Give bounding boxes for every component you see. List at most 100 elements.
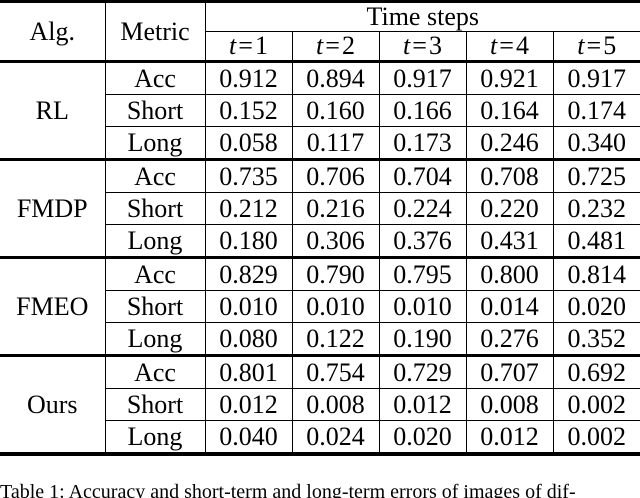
value-cell: 0.008	[465, 388, 553, 421]
value-cell: 0.232	[552, 192, 640, 225]
timestep-header-t5: t=5	[552, 31, 640, 63]
value-cell: 0.706	[291, 159, 379, 193]
table-row: Short 0.152 0.160 0.166 0.164 0.174	[0, 94, 640, 127]
alg-cell-fmeo: FMEO	[0, 257, 105, 357]
timestep-number: 3	[428, 31, 442, 60]
t-symbol: t	[577, 31, 585, 60]
time-steps-group-header: Time steps	[204, 0, 640, 32]
value-cell: 0.801	[204, 355, 292, 389]
value-cell: 0.220	[465, 192, 553, 225]
value-cell: 0.814	[552, 257, 640, 291]
timestep-header-t4: t=4	[465, 31, 553, 63]
value-cell: 0.173	[378, 126, 466, 161]
value-cell: 0.020	[378, 420, 466, 456]
value-cell: 0.692	[552, 355, 640, 389]
value-cell: 0.376	[378, 224, 466, 259]
value-cell: 0.012	[204, 388, 292, 421]
value-cell: 0.306	[291, 224, 379, 259]
metric-cell: Long	[104, 224, 205, 259]
metric-cell: Long	[104, 322, 205, 357]
value-cell: 0.117	[291, 126, 379, 161]
table-row: RL Acc 0.912 0.894 0.917 0.921 0.917	[0, 61, 640, 161]
value-cell: 0.246	[465, 126, 553, 161]
metric-cell: Long	[104, 126, 205, 161]
value-cell: 0.212	[204, 192, 292, 225]
t-symbol: t	[316, 31, 324, 60]
value-cell: 0.481	[552, 224, 640, 259]
value-cell: 0.166	[378, 94, 466, 127]
table-row: Long 0.080 0.122 0.190 0.276 0.352	[0, 322, 640, 357]
value-cell: 0.894	[291, 61, 379, 95]
value-cell: 0.024	[291, 420, 379, 456]
results-table: Alg. Metric Time steps t=1 t=2 t=3 t=4 t…	[0, 0, 640, 456]
value-cell: 0.040	[204, 420, 292, 456]
metric-column-header: Metric	[104, 0, 205, 63]
table-row: Long 0.058 0.117 0.173 0.246 0.340	[0, 126, 640, 161]
timestep-number: 2	[341, 31, 355, 60]
metric-cell: Acc	[104, 61, 205, 95]
value-cell: 0.008	[291, 388, 379, 421]
header-row-timesteps: t=1 t=2 t=3 t=4 t=5	[0, 31, 640, 63]
value-cell: 0.829	[204, 257, 292, 291]
value-cell: 0.012	[378, 388, 466, 421]
value-cell: 0.174	[552, 94, 640, 127]
metric-cell: Acc	[104, 159, 205, 193]
value-cell: 0.010	[204, 290, 292, 323]
table-row: Ours Acc 0.801 0.754 0.729 0.707 0.692	[0, 355, 640, 456]
t-symbol: t	[229, 31, 237, 60]
value-cell: 0.224	[378, 192, 466, 225]
equals-sign: =	[412, 31, 427, 60]
t-symbol: t	[403, 31, 411, 60]
timestep-number: 1	[254, 31, 268, 60]
value-cell: 0.010	[291, 290, 379, 323]
table-row: Short 0.012 0.008 0.012 0.008 0.002	[0, 388, 640, 421]
value-cell: 0.276	[465, 322, 553, 357]
value-cell: 0.340	[552, 126, 640, 161]
timestep-number: 5	[603, 31, 617, 60]
metric-cell: Short	[104, 94, 205, 127]
alg-cell-ours: Ours	[0, 355, 105, 456]
value-cell: 0.735	[204, 159, 292, 193]
metric-cell: Long	[104, 420, 205, 456]
value-cell: 0.704	[378, 159, 466, 193]
value-cell: 0.180	[204, 224, 292, 259]
value-cell: 0.912	[204, 61, 292, 95]
table-row: FMDP Acc 0.735 0.706 0.704 0.708 0.725	[0, 159, 640, 259]
value-cell: 0.431	[465, 224, 553, 259]
table-row: Short 0.010 0.010 0.010 0.014 0.020	[0, 290, 640, 323]
timestep-header-t1: t=1	[204, 31, 292, 63]
value-cell: 0.800	[465, 257, 553, 291]
value-cell: 0.917	[378, 61, 466, 95]
table-caption: Table 1: Accuracy and short-term and lon…	[0, 481, 576, 498]
value-cell: 0.012	[465, 420, 553, 456]
table-row: Long 0.180 0.306 0.376 0.431 0.481	[0, 224, 640, 259]
value-cell: 0.729	[378, 355, 466, 389]
value-cell: 0.014	[465, 290, 553, 323]
value-cell: 0.164	[465, 94, 553, 127]
value-cell: 0.216	[291, 192, 379, 225]
value-cell: 0.708	[465, 159, 553, 193]
equals-sign: =	[499, 31, 514, 60]
alg-cell-rl: RL	[0, 61, 105, 161]
value-cell: 0.707	[465, 355, 553, 389]
value-cell: 0.921	[465, 61, 553, 95]
metric-cell: Short	[104, 290, 205, 323]
value-cell: 0.352	[552, 322, 640, 357]
metric-cell: Acc	[104, 257, 205, 291]
value-cell: 0.190	[378, 322, 466, 357]
value-cell: 0.725	[552, 159, 640, 193]
table-row: Long 0.040 0.024 0.020 0.012 0.002	[0, 420, 640, 456]
value-cell: 0.790	[291, 257, 379, 291]
value-cell: 0.002	[552, 420, 640, 456]
value-cell: 0.080	[204, 322, 292, 357]
metric-cell: Acc	[104, 355, 205, 389]
value-cell: 0.058	[204, 126, 292, 161]
value-cell: 0.160	[291, 94, 379, 127]
table-row: Short 0.212 0.216 0.224 0.220 0.232	[0, 192, 640, 225]
timestep-number: 4	[515, 31, 529, 60]
value-cell: 0.122	[291, 322, 379, 357]
metric-cell: Short	[104, 388, 205, 421]
equals-sign: =	[238, 31, 253, 60]
value-cell: 0.754	[291, 355, 379, 389]
